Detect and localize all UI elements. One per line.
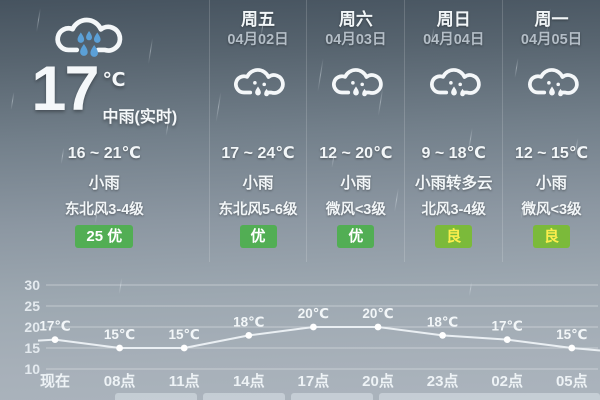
bottom-tab-partial[interactable]: [203, 393, 285, 400]
svg-text:现在: 现在: [40, 372, 70, 390]
current-temp-range: 16 ~ 21℃: [67, 145, 141, 162]
svg-text:25: 25: [24, 298, 40, 314]
svg-text:15℃: 15℃: [104, 327, 135, 342]
temp-range: 12 ~ 15℃: [514, 145, 589, 162]
svg-text:10: 10: [24, 361, 40, 377]
current-condition: 小雨: [88, 175, 120, 192]
wind-label: 北风3-4级: [421, 202, 486, 218]
aqi-badge: 良: [533, 225, 571, 248]
current-wind: 东北风3-4级: [64, 202, 144, 218]
svg-text:15: 15: [24, 340, 40, 356]
date-label: 04月02日: [227, 32, 289, 48]
rain-cloud-icon: [210, 58, 307, 108]
date-label: 04月04日: [423, 32, 485, 48]
svg-text:08点: 08点: [104, 373, 136, 390]
condition-label: 小雨转多云: [414, 175, 493, 192]
svg-text:17℃: 17℃: [39, 319, 70, 334]
current-temperature: 17 ℃ 中雨(实时): [0, 54, 209, 127]
svg-text:23点: 23点: [427, 373, 459, 390]
aqi-badge: 良: [435, 225, 473, 248]
bottom-tab-partial[interactable]: [291, 393, 373, 400]
rain-cloud-icon: [405, 58, 502, 108]
temp-range: 17 ~ 24℃: [221, 145, 295, 162]
rain-cloud-icon: [307, 58, 404, 108]
condition-label: 小雨: [536, 175, 568, 192]
svg-text:30: 30: [24, 277, 40, 293]
wind-label: 微风<3级: [521, 202, 582, 218]
rain-cloud-icon: [503, 58, 600, 108]
forecast-column-sun[interactable]: 周日 04月04日 9 ~ 18℃ 小雨转多云 北风3-4级 良: [404, 0, 502, 262]
aqi-badge: 25 优: [75, 225, 134, 248]
svg-text:17℃: 17℃: [492, 319, 523, 334]
day-label: 周日: [436, 10, 471, 29]
svg-text:15℃: 15℃: [556, 327, 587, 342]
aqi-badge: 优: [239, 225, 277, 248]
forecast-columns: 17 ℃ 中雨(实时) 16 ~ 21℃ 小雨 东北风3-4级 25 优 周五 …: [0, 0, 600, 262]
day-label: 周五: [241, 10, 276, 29]
wind-label: 微风<3级: [325, 202, 386, 218]
day-label: 周一: [534, 10, 569, 29]
svg-text:11点: 11点: [169, 373, 200, 390]
bottom-tab-partial[interactable]: [115, 393, 197, 400]
date-label: 04月03日: [325, 32, 387, 48]
svg-text:20: 20: [24, 319, 40, 335]
svg-text:05点: 05点: [556, 373, 588, 390]
aqi-badge: 优: [337, 225, 375, 248]
condition-label: 小雨: [340, 175, 372, 192]
svg-text:14点: 14点: [233, 373, 265, 390]
forecast-column-sat[interactable]: 周六 04月03日 12 ~ 20℃ 小雨 微风<3级 优: [306, 0, 404, 262]
hourly-temperature-chart: 30 25 20 15 10 17℃ 现在 15℃ 08点 15℃ 11点 18℃ 14点 20℃ 17点 2…: [24, 277, 600, 390]
temp-range: 12 ~ 20℃: [319, 145, 393, 162]
svg-text:17点: 17点: [298, 373, 330, 390]
current-temp-unit: ℃: [102, 70, 126, 91]
rain-cloud-icon: [50, 4, 124, 69]
date-label: 04月05日: [520, 32, 583, 48]
svg-text:20℃: 20℃: [298, 306, 329, 321]
forecast-column-fri[interactable]: 周五 04月02日 17 ~ 24℃ 小雨 东北风5-6级 优: [208, 0, 307, 262]
current-condition-now: 中雨(实时): [102, 109, 178, 126]
svg-text:20℃: 20℃: [362, 306, 393, 321]
forecast-column-mon[interactable]: 周一 04月05日 12 ~ 15℃ 小雨 微风<3级 良: [502, 0, 600, 262]
current-weather-column[interactable]: 17 ℃ 中雨(实时) 16 ~ 21℃ 小雨 东北风3-4级 25 优: [0, 0, 209, 262]
temp-range: 9 ~ 18℃: [421, 145, 486, 162]
bottom-tab-partial[interactable]: [379, 393, 600, 400]
current-temp-value: 17: [31, 54, 99, 124]
svg-text:20点: 20点: [362, 373, 394, 390]
svg-text:02点: 02点: [491, 373, 523, 390]
svg-text:18℃: 18℃: [427, 314, 458, 329]
wind-label: 东北风5-6级: [218, 202, 298, 218]
svg-text:15℃: 15℃: [169, 327, 200, 342]
svg-text:18℃: 18℃: [233, 314, 264, 329]
condition-label: 小雨: [242, 175, 274, 192]
day-label: 周六: [338, 10, 373, 29]
